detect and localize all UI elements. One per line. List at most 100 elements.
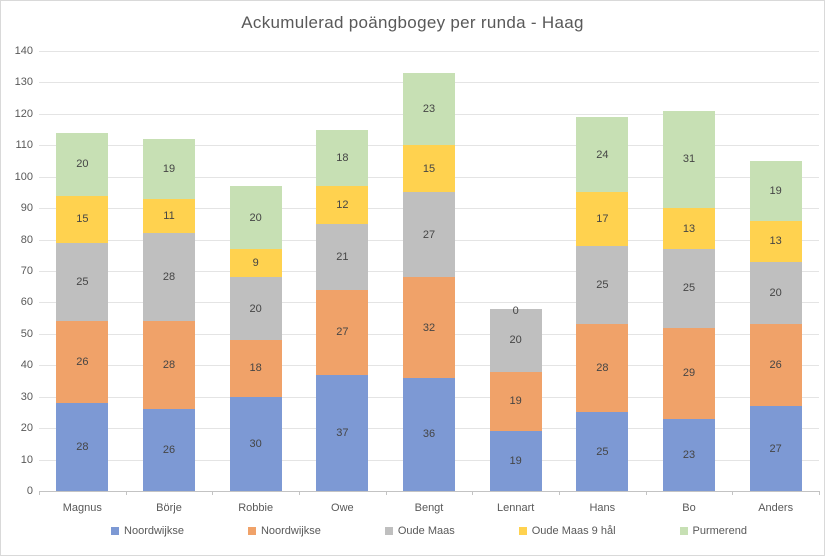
segment-value-label: 20 bbox=[509, 334, 522, 347]
legend-item-oude-maas-9-hal-3: Oude Maas 9 hål bbox=[518, 524, 616, 538]
segment-value-label: 19 bbox=[769, 184, 782, 197]
bar-robbie bbox=[229, 51, 282, 491]
bar-segment-oude-maas-9-hal-3 bbox=[229, 249, 282, 278]
segment-value-label: 18 bbox=[336, 151, 349, 164]
bar-segment-noordwijkse-1 bbox=[489, 371, 542, 432]
bar-segment-noordwijkse-1 bbox=[576, 324, 629, 413]
bar-hans bbox=[576, 51, 629, 491]
bar-segment-purmerend-4 bbox=[143, 139, 195, 199]
bar-segment-purmerend-4 bbox=[56, 132, 109, 196]
bar-segment-noordwijkse-0 bbox=[749, 406, 802, 491]
segment-value-label: 0 bbox=[512, 304, 519, 317]
segment-value-label: 13 bbox=[682, 222, 696, 235]
bar-segment-oude-maas-9-hal-3 bbox=[143, 198, 195, 234]
bar-segment-purmerend-4 bbox=[229, 186, 282, 249]
y-axis-tick-label: 50 bbox=[20, 327, 33, 340]
x-axis-tick bbox=[125, 491, 127, 495]
segment-value-label: 20 bbox=[249, 302, 262, 315]
segment-value-label: 24 bbox=[596, 148, 609, 161]
segment-value-label: 18 bbox=[249, 362, 262, 375]
bar-segment-oude-maas-2 bbox=[403, 192, 455, 278]
x-axis-tick bbox=[299, 491, 300, 495]
legend-marker-icon bbox=[679, 527, 688, 535]
segment-value-label: 12 bbox=[336, 199, 349, 211]
segment-value-label: 19 bbox=[509, 395, 522, 408]
bar-anders bbox=[749, 51, 802, 491]
segment-value-label: 36 bbox=[422, 428, 436, 441]
legend-label: Noordwijkse bbox=[260, 525, 321, 537]
bar-segment-oude-maas-9-hal-3 bbox=[576, 192, 629, 246]
bar-segment-noordwijkse-0 bbox=[143, 409, 195, 491]
x-axis-category-label: Owe bbox=[331, 502, 354, 514]
y-axis-tick-label: 40 bbox=[20, 359, 33, 372]
segment-value-label: 28 bbox=[76, 441, 89, 453]
segment-value-label: 26 bbox=[76, 356, 89, 369]
x-axis-category-label: Bengt bbox=[414, 502, 444, 514]
x-axis-tick bbox=[732, 491, 734, 495]
legend-marker-icon bbox=[247, 527, 256, 535]
segment-value-label: 23 bbox=[682, 448, 696, 461]
y-axis-tick-label: 90 bbox=[20, 202, 33, 215]
segment-value-label: 31 bbox=[682, 153, 696, 166]
bar-segment-purmerend-4 bbox=[663, 110, 715, 209]
bar-segment-oude-maas-9-hal-3 bbox=[56, 195, 109, 243]
bar-segment-noordwijkse-0 bbox=[229, 396, 282, 491]
segment-value-label: 32 bbox=[422, 321, 436, 334]
segment-value-label: 28 bbox=[162, 359, 176, 372]
bar-bo bbox=[663, 51, 715, 491]
bar-bengt bbox=[403, 51, 455, 491]
bar-segment-noordwijkse-0 bbox=[403, 377, 455, 491]
segment-value-label: 15 bbox=[76, 213, 89, 226]
y-axis-tick-label: 80 bbox=[20, 233, 33, 246]
x-axis-category-label: Lennart bbox=[497, 502, 535, 514]
x-axis-tick bbox=[559, 491, 560, 495]
x-axis-category-label: Anders bbox=[758, 502, 794, 514]
y-axis-tick-label: 70 bbox=[20, 265, 33, 277]
segment-value-label: 15 bbox=[422, 162, 436, 175]
segment-value-label: 26 bbox=[162, 444, 176, 457]
y-axis-tick-label: 30 bbox=[20, 390, 33, 403]
segment-value-label: 27 bbox=[422, 228, 436, 241]
segment-value-label: 25 bbox=[682, 282, 696, 295]
y-axis-tick-label: 0 bbox=[26, 485, 33, 497]
bar-segment-oude-maas-9-hal-3 bbox=[749, 220, 802, 262]
legend-marker-icon bbox=[111, 527, 120, 535]
legend-marker-icon bbox=[518, 527, 527, 535]
bar-segment-oude-maas-2 bbox=[56, 242, 109, 322]
legend-label: Purmerend bbox=[692, 525, 747, 537]
segment-value-label: 23 bbox=[422, 103, 436, 116]
bar-segment-oude-maas-2 bbox=[489, 308, 542, 372]
legend-item-purmerend-4: Purmerend bbox=[679, 524, 747, 538]
y-axis-tick-label: 20 bbox=[20, 422, 33, 435]
segment-value-label: 17 bbox=[596, 213, 609, 226]
bar-owe bbox=[316, 51, 369, 491]
legend-label: Oude Maas 9 hål bbox=[531, 525, 616, 537]
x-axis-line bbox=[39, 491, 819, 492]
bar-magnus bbox=[56, 51, 109, 491]
y-axis-tick-label: 100 bbox=[14, 170, 33, 183]
gridline bbox=[39, 51, 819, 52]
y-axis-tick-label: 110 bbox=[15, 139, 33, 152]
x-axis-tick bbox=[39, 491, 40, 495]
bar-segment-noordwijkse-1 bbox=[316, 289, 369, 375]
bar-lennart bbox=[489, 51, 542, 491]
segment-value-label: 21 bbox=[336, 250, 349, 263]
bar-segment-noordwijkse-1 bbox=[229, 340, 282, 397]
segment-value-label: 13 bbox=[769, 235, 782, 248]
legend-item-noordwijkse-0: Noordwijkse bbox=[111, 524, 184, 538]
bar-segment-noordwijkse-0 bbox=[56, 403, 109, 491]
bar-segment-noordwijkse-1 bbox=[143, 321, 195, 410]
bar-segment-oude-maas-2 bbox=[229, 277, 282, 341]
bar-segment-noordwijkse-1 bbox=[663, 327, 715, 419]
x-axis-category-label: Magnus bbox=[62, 502, 102, 514]
segment-value-label: 20 bbox=[249, 211, 262, 224]
legend-label: Noordwijkse bbox=[124, 525, 184, 537]
segment-value-label: 20 bbox=[76, 158, 89, 171]
bar-segment-noordwijkse-0 bbox=[576, 412, 629, 491]
bar-segment-purmerend-4 bbox=[316, 129, 369, 187]
segment-value-label: 27 bbox=[336, 326, 349, 339]
segment-value-label: 29 bbox=[682, 367, 696, 380]
legend-item-oude-maas-2: Oude Maas bbox=[384, 524, 455, 538]
bar-segment-noordwijkse-0 bbox=[663, 418, 715, 491]
